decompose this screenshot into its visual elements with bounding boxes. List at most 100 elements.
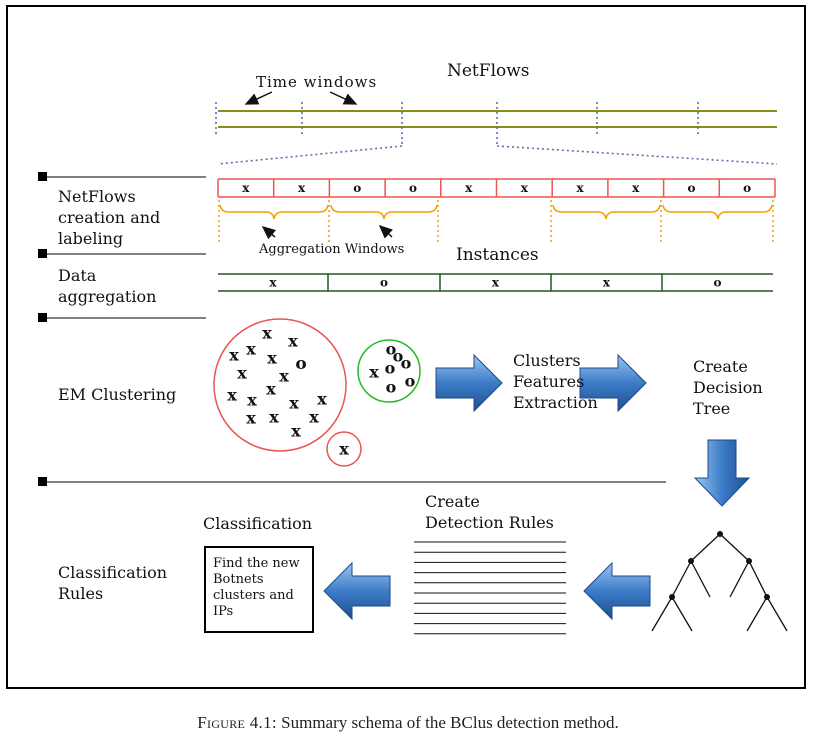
instance-cells	[218, 273, 773, 292]
arrow-to-features	[435, 353, 503, 413]
clusters-features-line1: Clusters	[513, 351, 581, 370]
big-cluster-marker-x: x	[267, 349, 277, 368]
netflow-label-x: x	[521, 181, 529, 195]
netflow-label-x: x	[465, 181, 473, 195]
big-cluster-marker-x: x	[288, 332, 298, 351]
stage-netflows-creation-line3: labeling	[58, 229, 124, 248]
decision-tree	[651, 533, 788, 632]
green-cluster-marker-o: o	[405, 372, 416, 391]
netflow-cells	[217, 178, 776, 198]
aggregation-arrows	[261, 224, 393, 240]
arrow-to-rules	[583, 561, 651, 621]
caption-figure-number: Figure 4.1:	[197, 713, 277, 732]
small-cluster	[326, 431, 362, 467]
decision-tree-line3: Tree	[693, 399, 731, 418]
netflows-title: NetFlows	[447, 61, 530, 81]
big-cluster-marker-x: x	[237, 364, 247, 383]
find-box-line1: Find the new	[213, 556, 300, 571]
green-cluster	[357, 339, 421, 403]
stage-data-aggregation: Data aggregation	[58, 265, 156, 307]
figure-frame	[6, 5, 806, 689]
instance-label-x: x	[603, 276, 611, 290]
big-cluster-marker-x: x	[246, 409, 256, 428]
detection-rules-label: Create Detection Rules	[425, 491, 554, 533]
netflow-label-x: x	[632, 181, 640, 195]
instance-label-x: x	[269, 276, 277, 290]
classification-label: Classification	[203, 514, 313, 533]
detection-rules-line2: Detection Rules	[425, 513, 554, 532]
arrow-to-tree	[579, 353, 647, 413]
arrow-to-classification	[323, 561, 391, 621]
green-cluster-marker-o: o	[393, 347, 404, 366]
detection-rules-lines	[414, 541, 566, 635]
green-cluster-marker-o: o	[386, 378, 397, 397]
stage-netflows-creation-line2: creation and	[58, 208, 161, 227]
clusters-features-line2: Features	[513, 372, 585, 391]
find-box-line2: Botnets	[213, 572, 264, 587]
green-cluster-marker-x: x	[369, 363, 379, 382]
aggregation-windows-label: Aggregation Windows	[258, 242, 404, 257]
instance-label-o: o	[380, 276, 388, 290]
big-cluster-marker-x: x	[247, 391, 257, 410]
figure-caption: Figure 4.1: Summary schema of the BClus …	[0, 713, 816, 733]
decision-tree-label: Create Decision Tree	[693, 356, 763, 419]
big-cluster-marker-x: x	[266, 380, 276, 399]
big-cluster-marker-x: x	[291, 422, 301, 441]
netflow-label-o: o	[743, 181, 751, 195]
netflow-label-o: o	[409, 181, 417, 195]
arrow-down-to-tree	[693, 439, 751, 507]
netflow-label-o: o	[687, 181, 695, 195]
big-cluster-marker-x: x	[229, 346, 239, 365]
stage-classification-rules: Classification Rules	[58, 562, 167, 604]
big-cluster-marker-x: x	[262, 324, 272, 343]
small-cluster-marker-x: x	[339, 440, 349, 459]
big-cluster-marker-x: x	[317, 390, 327, 409]
instance-label-x: x	[492, 276, 500, 290]
find-box-line3: clusters and	[213, 588, 294, 603]
decision-tree-nodes	[669, 531, 770, 600]
big-cluster-marker-x: x	[309, 408, 319, 427]
decision-tree-line2: Decision	[693, 378, 763, 397]
big-cluster-marker-x: x	[227, 386, 237, 405]
clusters-features-label: Clusters Features Extraction	[513, 350, 598, 413]
netflow-label-x: x	[298, 181, 306, 195]
find-box-text: Find the new Botnets clusters and IPs	[213, 556, 300, 620]
instances-title: Instances	[456, 245, 539, 265]
stage-netflows-creation-line1: NetFlows	[58, 187, 136, 206]
time-windows-arrows	[244, 91, 358, 105]
netflow-label-x: x	[242, 181, 250, 195]
decision-tree-line1: Create	[693, 357, 748, 376]
big-cluster-marker-o: o	[295, 354, 306, 374]
big-cluster-marker-x: x	[269, 408, 279, 427]
stage-classification-rules-line1: Classification	[58, 563, 168, 582]
aggregation-braces	[218, 200, 774, 242]
green-cluster-marker-o: o	[386, 340, 397, 359]
time-windows-label: Time windows	[256, 73, 377, 91]
find-box-line4: IPs	[213, 604, 234, 619]
stage-classification-rules-line2: Rules	[58, 584, 104, 603]
netflows-timeline	[215, 102, 778, 165]
find-box	[204, 546, 314, 633]
netflow-label-o: o	[353, 181, 361, 195]
netflow-label-x: x	[576, 181, 584, 195]
green-cluster-marker-o: o	[385, 359, 396, 378]
stage-netflows-creation: NetFlows creation and labeling	[58, 186, 160, 249]
big-cluster	[213, 318, 347, 452]
stage-data-aggregation-line2: aggregation	[58, 287, 157, 306]
separator-bullets	[38, 172, 47, 486]
big-cluster-marker-x: x	[246, 340, 256, 359]
big-cluster-marker-x: x	[279, 367, 289, 386]
green-cluster-marker-o: o	[401, 354, 412, 373]
caption-text: Summary schema of the BClus detection me…	[276, 713, 619, 732]
stage-em-clustering: EM Clustering	[58, 385, 177, 404]
instance-label-o: o	[713, 276, 721, 290]
clusters-features-line3: Extraction	[513, 393, 598, 412]
stage-separators	[40, 176, 666, 483]
big-cluster-marker-x: x	[289, 394, 299, 413]
stage-data-aggregation-line1: Data	[58, 266, 97, 285]
detection-rules-line1: Create	[425, 492, 480, 511]
